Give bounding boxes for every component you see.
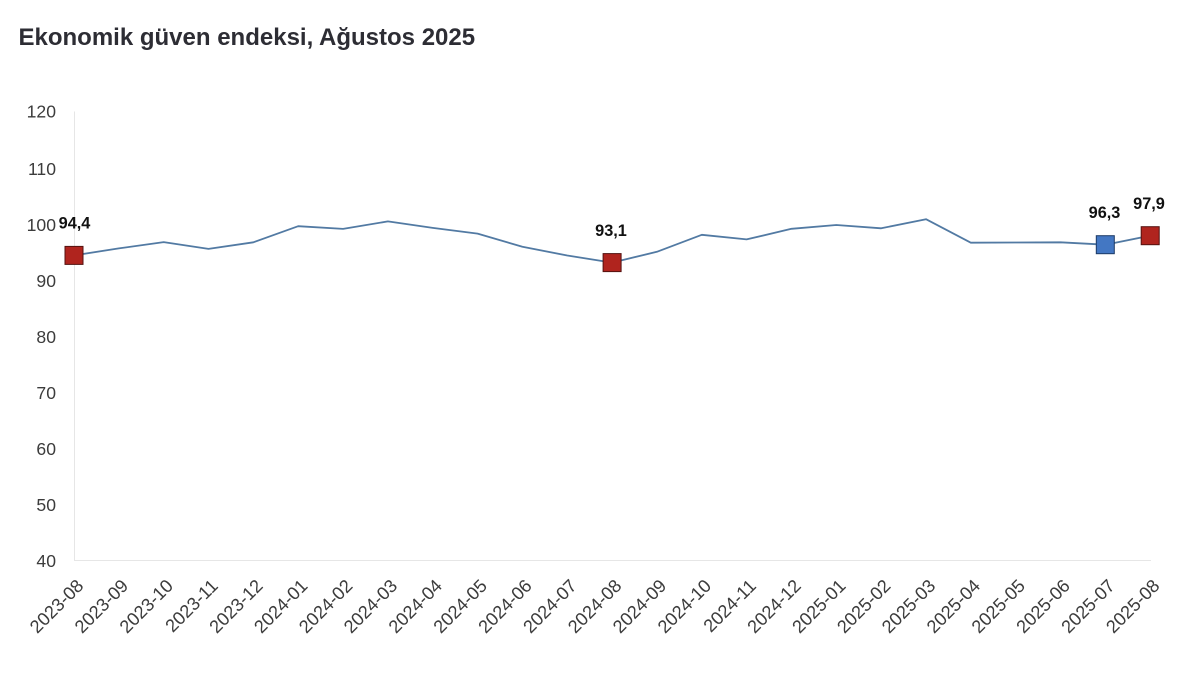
svg-text:80: 80: [36, 327, 56, 347]
svg-text:60: 60: [36, 439, 56, 459]
svg-text:96,3: 96,3: [1089, 204, 1121, 222]
svg-text:94,4: 94,4: [59, 215, 91, 233]
svg-text:97,9: 97,9: [1133, 195, 1165, 213]
svg-text:93,1: 93,1: [595, 222, 627, 240]
svg-text:110: 110: [28, 159, 56, 179]
svg-text:40: 40: [36, 551, 56, 571]
svg-text:Ekonomik güven endeksi, Ağusto: Ekonomik güven endeksi, Ağustos 2025: [19, 24, 476, 51]
svg-text:120: 120: [27, 102, 57, 122]
svg-text:50: 50: [36, 495, 56, 515]
svg-text:100: 100: [27, 215, 57, 235]
svg-text:70: 70: [36, 383, 56, 403]
svg-text:90: 90: [36, 271, 56, 291]
